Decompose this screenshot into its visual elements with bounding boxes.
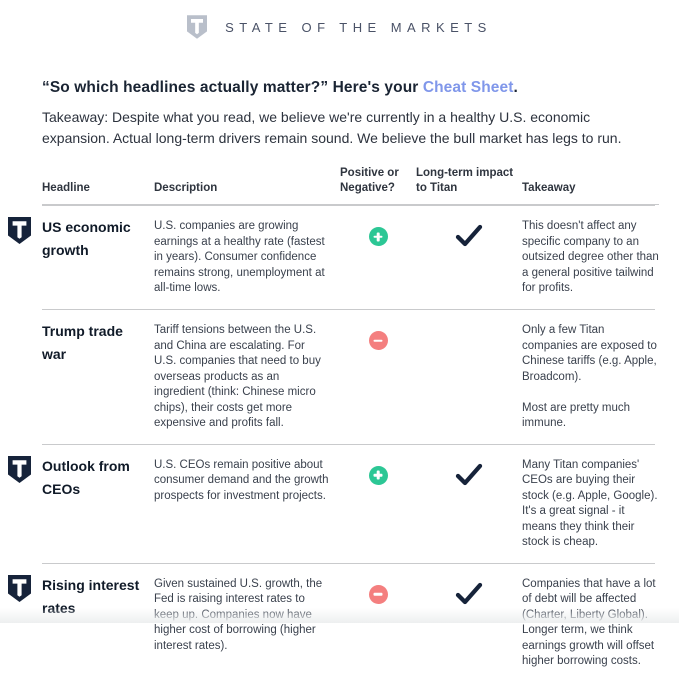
intro-takeaway: Takeaway: Despite what you read, we beli… [42,109,622,146]
headline-cell: Outlook from CEOs [42,457,130,497]
impact-cell [416,444,522,563]
column-header-headline: Headline [42,181,90,194]
wordmark: STATE OF THE MARKETS [225,19,492,35]
checkmark-icon [455,582,483,604]
row-titan-shield-icon [8,444,42,563]
table-row: Trump trade war Tariff tensions between … [8,309,659,444]
column-header-sentiment: Positive or Negative? [340,167,399,194]
impact-cell [416,309,522,444]
column-header-takeaway: Takeaway [522,181,576,194]
checkmark-icon [455,463,483,485]
column-header-description: Description [154,181,218,194]
takeaway-cell: Many Titan companies' CEOs are buying th… [522,458,658,549]
checkmark-icon [455,224,483,247]
table-row: US economic growth U.S. companies are gr… [8,205,659,309]
heading-suffix: . [513,79,518,96]
intro-section: “So which headlines actually matter?” He… [42,79,652,149]
impact-cell [416,563,522,682]
sentiment-badge [368,465,388,485]
intro-heading: “So which headlines actually matter?” He… [42,79,652,97]
column-header-impact: Long-term impact to Titan [416,167,514,194]
row-titan-shield-icon [8,205,42,309]
impact-cell [416,205,522,309]
table-row: Outlook from CEOs U.S. CEOs remain posit… [8,443,659,563]
table-header-row: Headline Description Positive or Negativ… [42,166,659,205]
headline-cell: Trump trade war [42,323,123,362]
description-cell: U.S. companies are growing earnings at a… [154,220,325,294]
sentiment-badge [368,331,388,350]
takeaway-cell: This doesn't affect any specific company… [522,220,659,294]
takeaway-cell: Only a few Titan companies are exposed t… [522,324,657,429]
heading-prefix: “So which headlines actually matter?” He… [42,79,423,96]
description-cell: U.S. CEOs remain positive about consumer… [154,458,329,502]
headline-cell: US economic growth [42,219,131,258]
cheat-sheet-table: Headline Description Positive or Negativ… [8,166,659,682]
page-bottom-fade [0,608,679,623]
sentiment-badge [368,227,388,246]
titan-logo-icon [187,15,208,39]
description-cell: Tariff tensions between the U.S. and Chi… [154,324,321,429]
sentiment-badge [368,584,388,604]
masthead: STATE OF THE MARKETS [0,0,679,39]
row-titan-shield-icon [8,309,42,444]
cheat-sheet-link[interactable]: Cheat Sheet [422,79,514,96]
